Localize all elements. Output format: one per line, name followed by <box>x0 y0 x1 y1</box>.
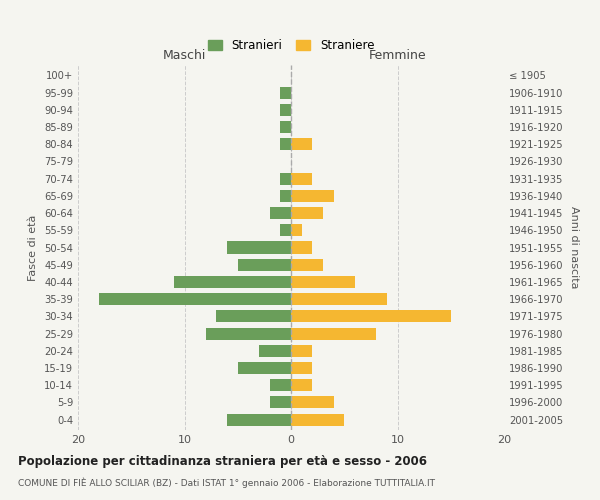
Bar <box>291 207 323 219</box>
Bar <box>280 138 291 150</box>
Bar <box>291 258 323 270</box>
Bar <box>291 293 387 305</box>
Bar <box>291 362 313 374</box>
Bar <box>291 328 376 340</box>
Bar <box>238 362 291 374</box>
Bar <box>291 242 313 254</box>
Bar <box>99 293 291 305</box>
Text: Popolazione per cittadinanza straniera per età e sesso - 2006: Popolazione per cittadinanza straniera p… <box>18 455 427 468</box>
Bar <box>280 86 291 99</box>
Bar <box>291 138 313 150</box>
Bar <box>280 190 291 202</box>
Bar <box>270 379 291 392</box>
Bar <box>259 345 291 357</box>
Bar <box>291 310 451 322</box>
Bar <box>291 276 355 288</box>
Bar <box>227 242 291 254</box>
Bar <box>291 396 334 408</box>
Bar <box>227 414 291 426</box>
Bar <box>174 276 291 288</box>
Bar <box>238 258 291 270</box>
Bar <box>280 104 291 116</box>
Bar <box>280 172 291 184</box>
Bar <box>291 224 302 236</box>
Bar <box>280 224 291 236</box>
Bar <box>217 310 291 322</box>
Bar <box>291 345 313 357</box>
Bar <box>291 379 313 392</box>
Bar <box>270 207 291 219</box>
Text: Maschi: Maschi <box>163 48 206 62</box>
Text: Femmine: Femmine <box>368 48 427 62</box>
Legend: Stranieri, Straniere: Stranieri, Straniere <box>203 34 379 57</box>
Bar <box>291 190 334 202</box>
Bar <box>291 172 313 184</box>
Bar <box>291 414 344 426</box>
Y-axis label: Anni di nascita: Anni di nascita <box>569 206 579 289</box>
Bar <box>270 396 291 408</box>
Bar <box>206 328 291 340</box>
Bar <box>280 121 291 133</box>
Text: COMUNE DI FIÈ ALLO SCILIAR (BZ) - Dati ISTAT 1° gennaio 2006 - Elaborazione TUTT: COMUNE DI FIÈ ALLO SCILIAR (BZ) - Dati I… <box>18 478 435 488</box>
Y-axis label: Fasce di età: Fasce di età <box>28 214 38 280</box>
